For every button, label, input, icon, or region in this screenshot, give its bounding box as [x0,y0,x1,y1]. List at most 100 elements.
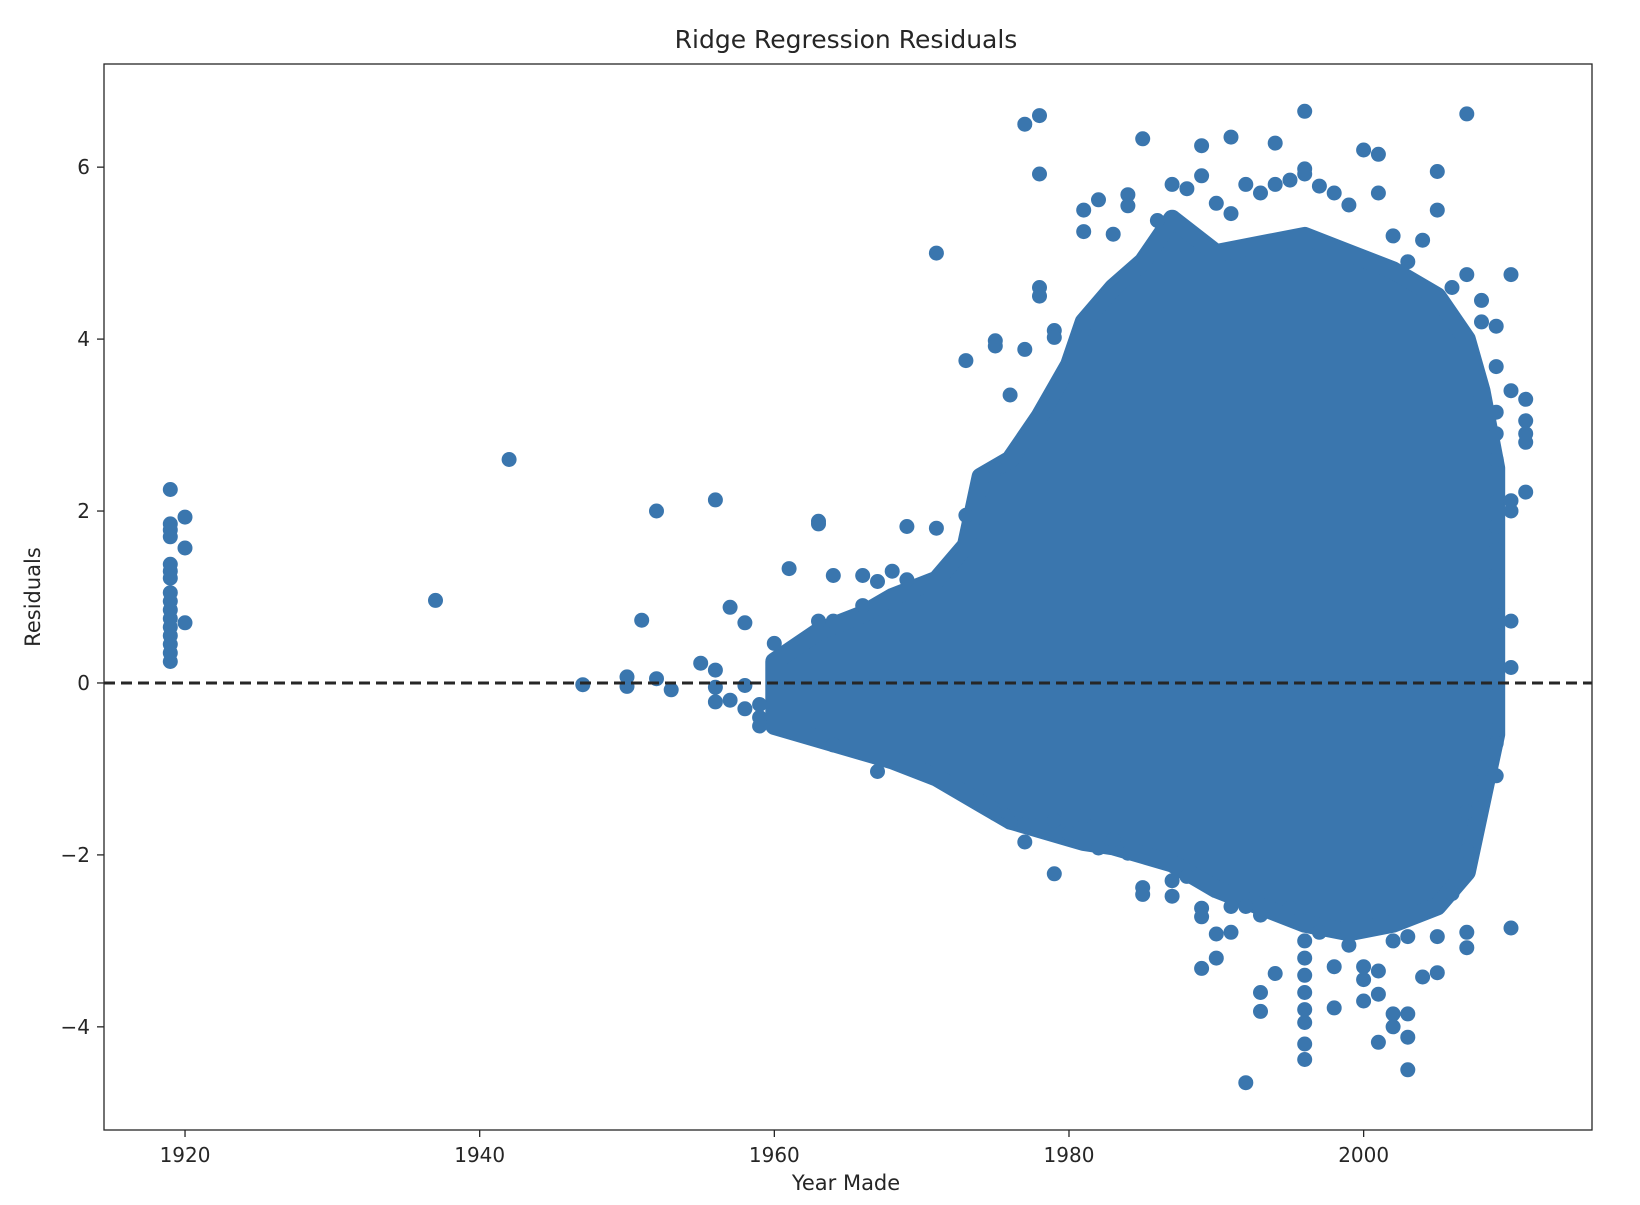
data-point [1459,267,1475,283]
data-point [1503,920,1519,936]
y-tick-label: −2 [61,843,90,867]
data-point [1444,280,1460,295]
data-point [1385,933,1401,949]
data-point [1459,940,1475,956]
data-point [1400,254,1416,270]
data-point [1503,503,1519,519]
data-point [1194,168,1210,184]
data-point [1238,176,1254,192]
data-point [855,598,871,614]
data-point [1120,187,1136,203]
data-point [737,615,753,631]
data-point [722,692,738,708]
data-point [1370,986,1386,1002]
data-point [1488,542,1504,558]
chart-title: Ridge Regression Residuals [675,25,1018,54]
data-point [811,613,826,629]
data-point [1311,178,1327,194]
data-point [958,353,974,369]
data-point [1415,969,1431,985]
data-point [1223,206,1239,222]
data-point [1208,926,1224,942]
y-tick-label: 4 [77,327,90,351]
data-point [1046,813,1062,828]
data-point [1488,735,1504,751]
data-point [1282,900,1298,916]
data-point [1297,1052,1313,1067]
plot-area [104,103,1592,1091]
data-point [1356,142,1372,158]
data-point [1238,1075,1254,1091]
data-point [1429,965,1445,981]
data-point [1076,202,1092,218]
data-point [1488,404,1504,420]
data-point [649,503,664,519]
data-point [1370,1034,1386,1050]
data-point [162,529,178,545]
data-point [825,613,841,629]
data-point [1488,688,1504,704]
x-tick-label: 1940 [454,1143,505,1167]
data-point [707,662,723,678]
data-point [1488,318,1504,334]
data-point [707,492,723,508]
data-point [1326,1000,1342,1016]
data-point [1341,197,1357,213]
data-point [1488,519,1504,534]
data-point [1297,1002,1313,1018]
data-point [1164,873,1180,889]
data-point [1385,228,1401,244]
data-point [825,568,841,583]
data-point [1105,226,1121,242]
data-point [428,592,443,608]
data-point [899,572,915,588]
data-point [987,338,1003,354]
data-point [1474,761,1489,777]
data-point [1194,960,1210,976]
data-point [1459,804,1475,820]
data-point [177,540,193,556]
data-point [1326,959,1342,975]
data-point [884,563,900,579]
data-point [1017,116,1033,132]
data-point [1091,192,1106,208]
data-point [1120,845,1136,861]
data-point [1459,106,1475,122]
y-axis-title: Residuals [21,547,45,647]
data-point [1238,899,1254,914]
data-point [1488,568,1504,583]
data-point [737,701,753,717]
x-axis-title: Year Made [791,1171,900,1195]
data-point [1135,886,1151,902]
data-point [177,615,193,631]
data-point [1253,185,1268,201]
data-point [1356,993,1372,1009]
data-point [634,612,650,628]
data-point [1297,967,1313,983]
data-point [1415,232,1431,248]
x-tick-label: 2000 [1338,1143,1389,1167]
data-point [1400,929,1416,945]
data-point [575,677,591,693]
data-point [1105,831,1121,847]
data-point [162,570,178,586]
data-point [855,568,871,583]
data-point [1488,593,1504,609]
data-point [1503,613,1519,629]
data-point [1488,452,1504,467]
data-point [1032,166,1047,182]
data-point [1061,825,1077,841]
y-tick-label: 2 [77,499,90,523]
data-point [1503,660,1519,675]
data-point [1474,292,1489,308]
data-point [987,460,1003,476]
data-point [1223,129,1239,145]
data-point [1459,843,1475,859]
data-point [1253,1003,1268,1019]
data-point [1297,166,1313,182]
data-point [1120,198,1136,214]
data-point [1356,972,1372,988]
data-point [1179,868,1195,884]
data-point [1282,172,1298,188]
